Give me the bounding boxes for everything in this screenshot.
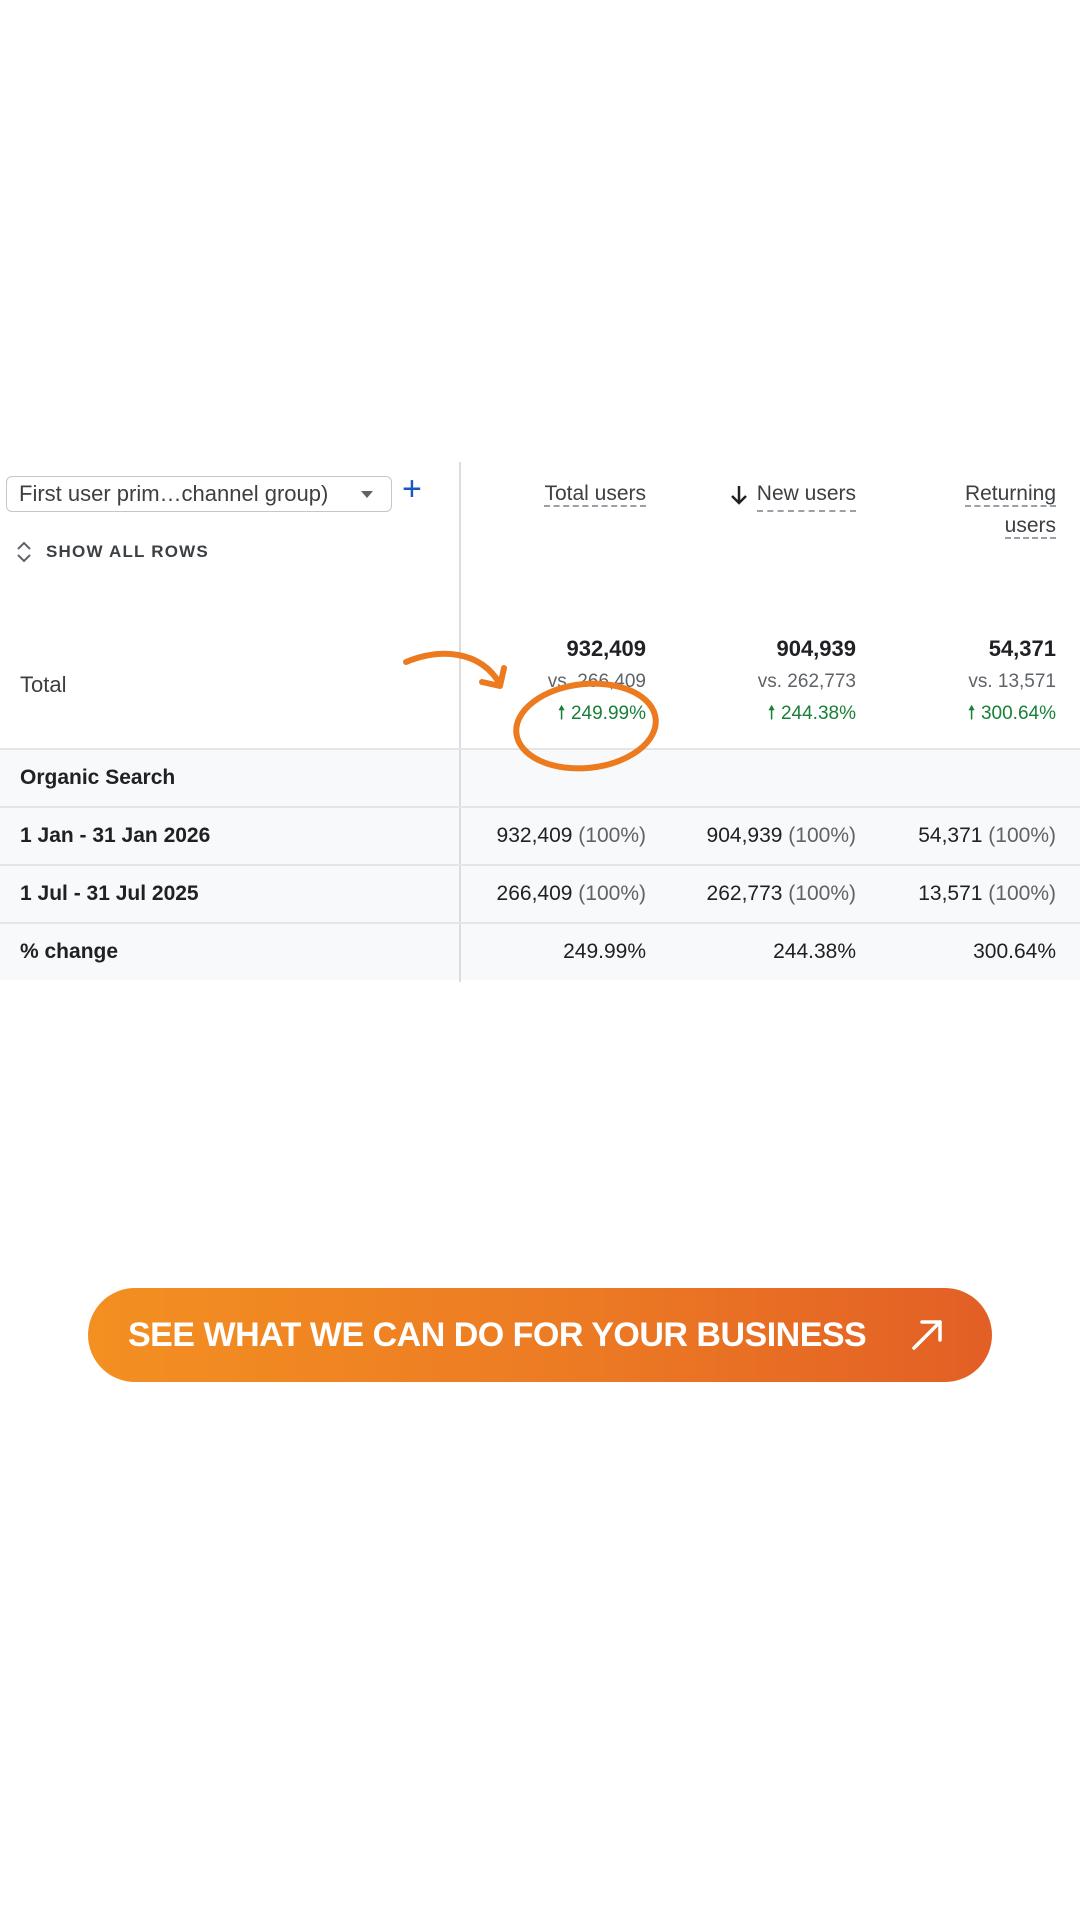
column-header-total-users[interactable]: Total users xyxy=(544,478,646,510)
arrow-up-icon: 🠕 xyxy=(767,703,781,724)
column-header-new-users[interactable]: New users xyxy=(729,478,856,512)
annotation-circle xyxy=(513,680,659,772)
cell-percent: (100%) xyxy=(788,882,856,905)
cell-percent: (100%) xyxy=(788,824,856,847)
dimension-select[interactable]: First user prim…channel group) xyxy=(6,476,392,512)
new-users-comparison: vs. 262,773 xyxy=(757,671,856,692)
annotation-arrow-head xyxy=(479,665,507,689)
cell-total-users: 932,409 (100%) xyxy=(497,824,646,848)
column-header-returning-users-line1: Returning xyxy=(964,482,1056,507)
cell-percent: (100%) xyxy=(578,824,646,847)
highlight-annotation xyxy=(403,650,659,772)
returning-users-summary: 54,371 vs. 13,571 🠕 300.64% xyxy=(968,632,1056,730)
column-divider xyxy=(459,462,461,982)
table-row[interactable]: 1 Jul - 31 Jul 2025 266,409 (100%) 262,7… xyxy=(0,864,1080,922)
total-row-label: Total xyxy=(20,672,67,697)
row-label: % change xyxy=(20,940,119,963)
show-all-rows-button[interactable]: SHOW ALL ROWS xyxy=(16,540,209,564)
arrow-up-right-icon xyxy=(912,1320,942,1350)
column-header-new-users-label: New users xyxy=(756,478,856,512)
cell-value: 266,409 xyxy=(496,882,573,905)
new-users-change-value: 244.38% xyxy=(780,703,856,724)
cell-new-users: 904,939 (100%) xyxy=(707,824,856,848)
cta-button[interactable]: SEE WHAT WE CAN DO FOR YOUR BUSINESS xyxy=(88,1288,992,1382)
arrow-up-icon: 🠕 xyxy=(967,703,981,724)
row-label: 1 Jul - 31 Jul 2025 xyxy=(20,882,199,905)
returning-users-comparison: vs. 13,571 xyxy=(968,671,1056,692)
cell-returning-users: 13,571 (100%) xyxy=(918,882,1056,906)
column-divider xyxy=(459,866,461,922)
returning-users-value: 54,371 xyxy=(988,636,1056,661)
table-row-percent-change[interactable]: % change 249.99% 244.38% 300.64% xyxy=(0,922,1080,980)
new-users-value: 904,939 xyxy=(776,636,856,661)
new-users-change: 🠕 244.38% xyxy=(758,698,856,730)
plus-icon[interactable]: + xyxy=(402,470,422,508)
column-divider xyxy=(459,808,461,864)
column-header-returning-users-line2: users xyxy=(1004,514,1056,539)
cell-value: 932,409 xyxy=(496,824,573,847)
arrow-down-icon xyxy=(730,486,747,505)
cell-total-users: 266,409 (100%) xyxy=(497,882,646,906)
column-divider xyxy=(459,924,461,980)
dimension-select-value: First user prim…channel group) xyxy=(19,481,329,506)
cta-label: SEE WHAT WE CAN DO FOR YOUR BUSINESS xyxy=(128,1315,867,1354)
total-users-value: 932,409 xyxy=(566,636,646,661)
row-label: Organic Search xyxy=(20,766,176,789)
new-users-summary: 904,939 vs. 262,773 🠕 244.38% xyxy=(758,632,856,730)
show-all-rows-label: SHOW ALL ROWS xyxy=(46,542,209,561)
cell-percent: (100%) xyxy=(988,824,1056,847)
row-label: 1 Jan - 31 Jan 2026 xyxy=(20,824,211,847)
total-users-change-value: 249.99% xyxy=(570,703,646,724)
column-divider xyxy=(459,750,461,806)
expand-collapse-icon xyxy=(17,541,31,563)
table-row[interactable]: 1 Jan - 31 Jan 2026 932,409 (100%) 904,9… xyxy=(0,806,1080,864)
cell-value: 13,571 xyxy=(918,882,983,905)
cell-new-users: 244.38% xyxy=(773,940,856,963)
cell-percent: (100%) xyxy=(578,882,646,905)
cell-new-users: 262,773 (100%) xyxy=(707,882,856,906)
analytics-report-table: First user prim…channel group) + SHOW AL… xyxy=(0,462,1080,982)
cell-value: 904,939 xyxy=(706,824,783,847)
cell-value: 262,773 xyxy=(706,882,783,905)
column-header-returning-users[interactable]: Returning users xyxy=(964,478,1056,542)
cell-total-users: 249.99% xyxy=(563,940,646,963)
arrow-up-icon: 🠕 xyxy=(557,703,571,724)
column-header-total-users-label: Total users xyxy=(544,482,646,507)
returning-users-change-value: 300.64% xyxy=(980,703,1056,724)
annotation-arrow xyxy=(403,650,503,687)
dropdown-caret-icon xyxy=(361,491,373,498)
cell-value: 54,371 xyxy=(918,824,983,847)
cell-returning-users: 300.64% xyxy=(973,940,1056,963)
cell-percent: (100%) xyxy=(988,882,1056,905)
cell-returning-users: 54,371 (100%) xyxy=(918,824,1056,848)
total-users-change: 🠕 249.99% xyxy=(548,698,646,730)
returning-users-change: 🠕 300.64% xyxy=(968,698,1056,730)
